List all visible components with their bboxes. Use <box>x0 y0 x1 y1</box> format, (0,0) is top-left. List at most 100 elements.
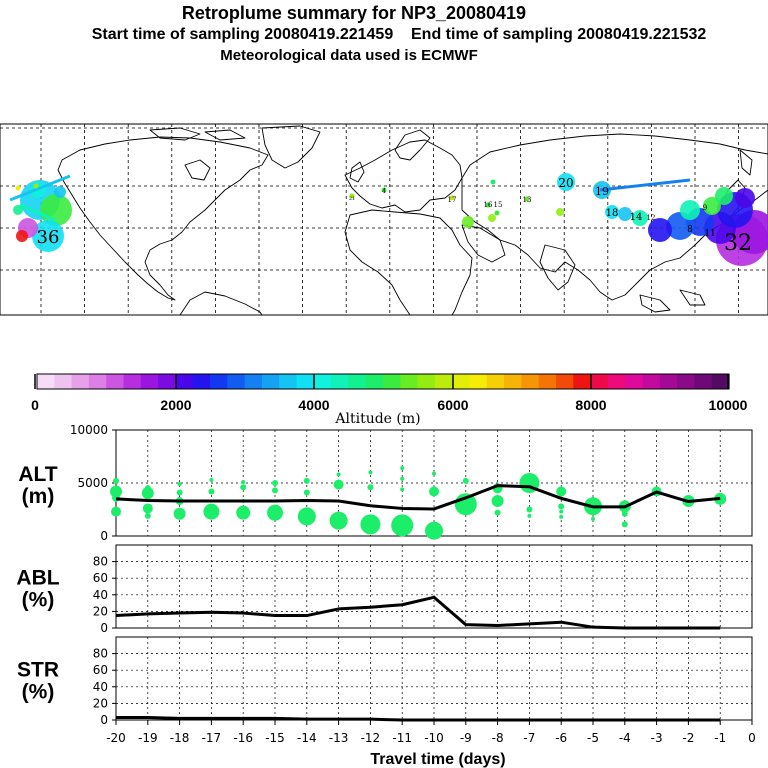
plume-circle <box>462 216 474 228</box>
altitude-point <box>173 507 186 520</box>
altitude-point <box>272 480 278 486</box>
colorbar-cell <box>123 374 142 389</box>
colorbar-cell <box>175 374 194 389</box>
colorbar-frame <box>36 373 730 390</box>
plume-circle <box>16 230 28 242</box>
plume-circle <box>13 205 23 215</box>
y-tick-label: 40 <box>93 680 108 694</box>
altitude-point <box>494 509 501 516</box>
altitude-point <box>425 521 443 540</box>
x-tick-label: -19 <box>138 731 158 745</box>
plume-circle <box>735 188 755 208</box>
altitude-point <box>142 503 153 514</box>
x-axis-label: Travel time (days) <box>370 751 505 768</box>
x-tick-label: -9 <box>460 731 472 745</box>
altitude-point <box>527 513 532 518</box>
colorbar-cell <box>192 374 211 389</box>
x-tick-label: -20 <box>106 731 126 745</box>
fraction-line <box>115 595 721 630</box>
altitude-point <box>491 495 504 508</box>
x-tick-label: -12 <box>361 731 381 745</box>
plume-streak <box>599 178 691 192</box>
plume-circle <box>618 207 632 221</box>
altitude-point <box>203 503 220 520</box>
coastlines <box>57 125 768 316</box>
x-axis: -20 -19 -18 -17 -16 -15 -14 -13 -12 -11 -10 -9 -8 -7-… <box>106 720 756 768</box>
x-tick-label: -11 <box>392 731 412 745</box>
altitude-point <box>144 512 151 519</box>
panel-unit-label: (%) <box>22 589 55 612</box>
colorbar-cell <box>434 374 453 389</box>
colorbar-label: Altitude (m) <box>334 411 420 427</box>
chart-title: Retroplume summary for NP3_20080419 <box>181 3 527 23</box>
y-tick-label: 0 <box>100 621 108 635</box>
coastline-scandinavia <box>394 129 431 161</box>
altitude-point <box>360 514 381 535</box>
altitude-point <box>240 484 247 491</box>
sampling-time-subtitle: Start time of sampling 20080419.221459 E… <box>15 26 768 44</box>
colorbar-cell <box>227 374 246 389</box>
colorbar-cell <box>504 374 522 389</box>
x-tick-label: -8 <box>492 731 504 745</box>
colorbar-cell <box>452 374 471 389</box>
y-tick-label: 0 <box>100 529 108 543</box>
map-day-label: 15 <box>494 201 503 209</box>
coastline-uk <box>349 161 365 183</box>
time-series-panels: 1000050000ALT(m)806040200ABL(%)806040200… <box>16 423 755 768</box>
map-day-label: 12 <box>647 214 656 222</box>
colorbar-cell <box>659 374 678 389</box>
coastline-asia <box>461 133 768 301</box>
altitude-point <box>241 479 246 484</box>
colorbar-cell <box>71 374 90 389</box>
plume-circle <box>680 200 700 220</box>
panel-unit-label: (%) <box>22 681 55 704</box>
plume-circle <box>648 218 672 242</box>
x-tick-label: -3 <box>651 731 663 745</box>
colorbar-cell <box>279 374 298 389</box>
colorbar-cell <box>158 374 176 389</box>
colorbar-cell <box>37 374 55 389</box>
map-graticule <box>0 124 768 315</box>
plume-circle <box>557 173 575 191</box>
x-tick-label: -6 <box>555 731 567 745</box>
colorbar-cell <box>694 374 713 389</box>
altitude-point <box>177 482 182 487</box>
altitude-point <box>391 514 414 537</box>
plume-circle <box>54 186 66 198</box>
plume-dot <box>485 202 491 208</box>
coastline-north-america <box>57 136 269 301</box>
panel-label: STR <box>17 659 59 682</box>
altitude-point <box>400 466 405 471</box>
y-tick-label: 40 <box>93 588 108 602</box>
plume-trajectory <box>9 173 768 266</box>
altitude-point <box>429 486 439 497</box>
map-day-label: 17 <box>448 196 457 204</box>
plume-streak <box>9 174 71 202</box>
altitude-point <box>236 505 251 520</box>
colorbar-cell <box>140 374 159 389</box>
altitude-point <box>432 471 436 476</box>
map-day-label: 13 <box>523 196 532 204</box>
world-map: 20 19 18 17 16 15 13 12 9 32 14 11 8 4 21 36 <box>0 123 768 316</box>
altitude-point <box>621 510 628 517</box>
x-tick-label: -10 <box>424 731 444 745</box>
colorbar-cell <box>88 374 107 389</box>
map-day-label: 20 <box>558 176 573 190</box>
altitude-point <box>400 476 405 481</box>
plume-dot <box>381 187 387 193</box>
start-time-text: Start time of sampling 20080419.221459 <box>91 26 394 43</box>
coastline-south-america <box>179 291 263 316</box>
plume-circle <box>605 205 619 219</box>
plume-circle <box>488 214 496 222</box>
colorbar-cell <box>486 374 505 389</box>
x-tick-label: -18 <box>170 731 190 745</box>
met-data-subtitle: Meteorological data used is ECMWF <box>220 47 478 64</box>
panel-alt: 10000 5000 0 ALT(m) <box>18 423 753 543</box>
plume-dot <box>33 183 39 189</box>
colorbar-cell <box>573 374 592 389</box>
coastline-arabia <box>461 224 506 263</box>
colorbar-tick-label: 0 <box>31 397 39 413</box>
map-day-label: 18 <box>606 208 619 219</box>
altitude-point <box>526 506 533 513</box>
